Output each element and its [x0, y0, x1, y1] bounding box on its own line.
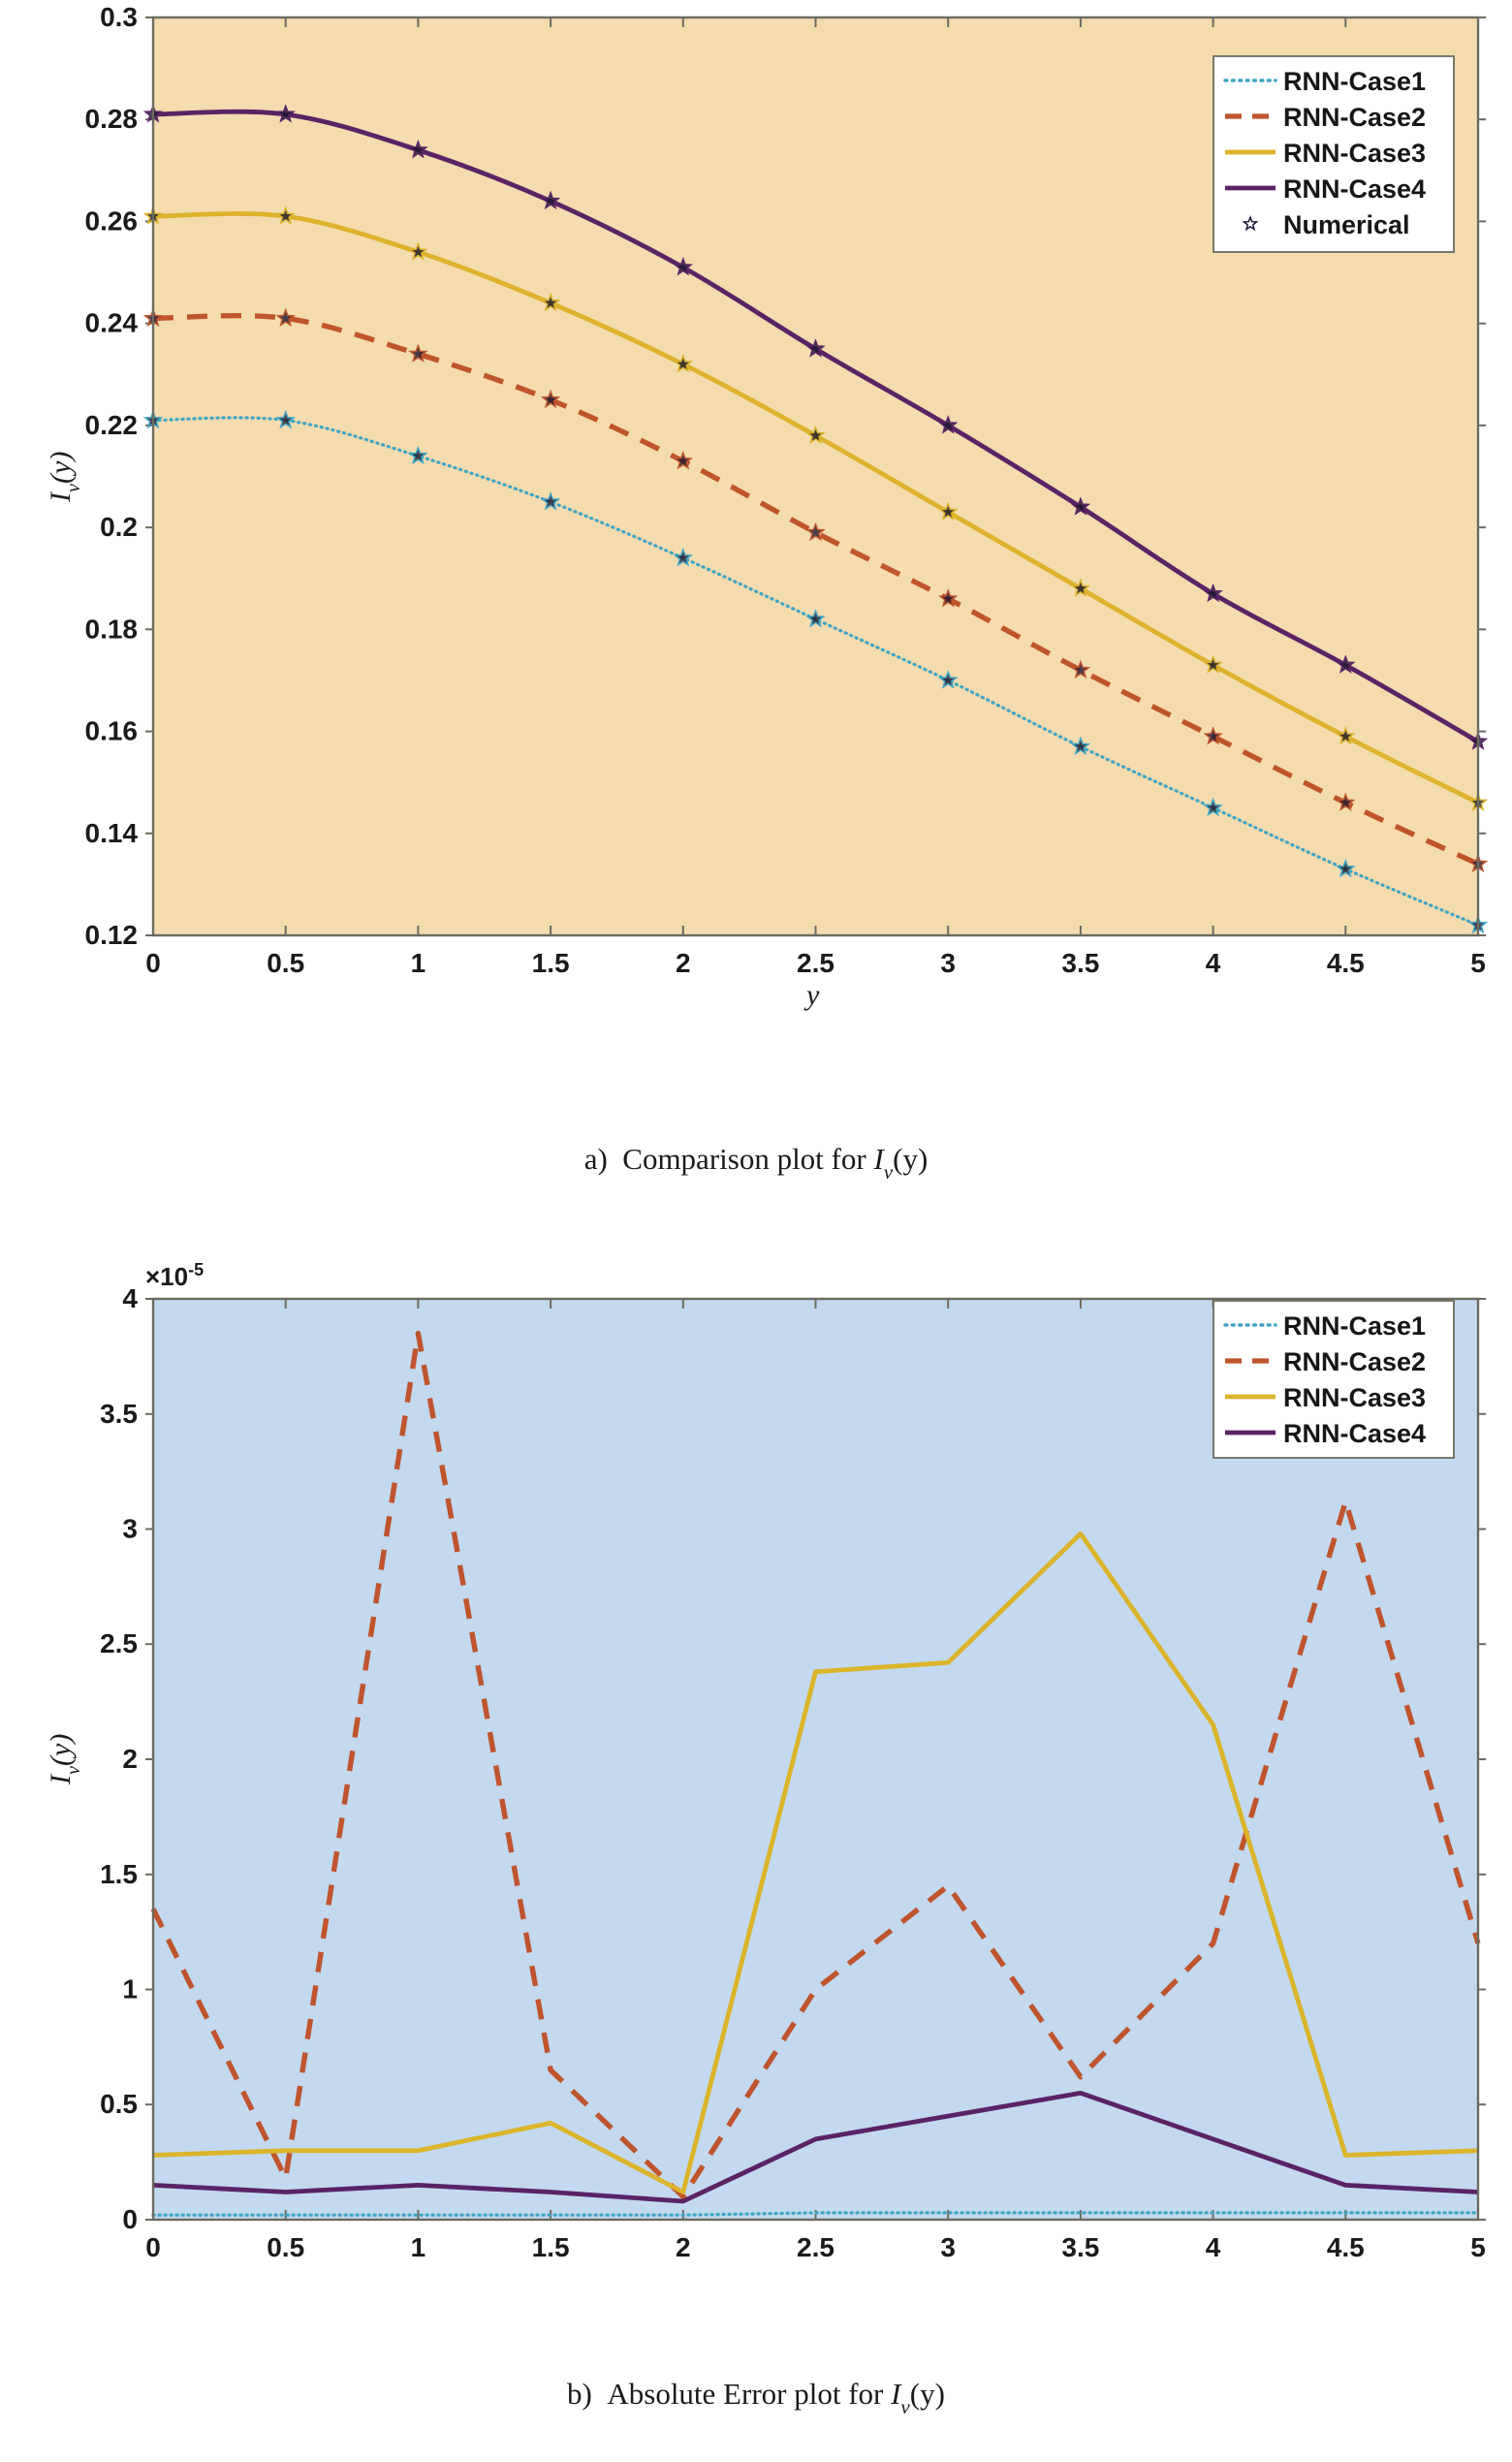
svg-text:0.5: 0.5 — [267, 2232, 304, 2262]
svg-text:0.22: 0.22 — [85, 410, 139, 440]
svg-text:RNN-Case4: RNN-Case4 — [1283, 174, 1426, 204]
svg-text:5: 5 — [1470, 948, 1486, 978]
svg-text:4.5: 4.5 — [1327, 2232, 1365, 2262]
svg-text:4: 4 — [1206, 948, 1221, 978]
svg-text:RNN-Case4: RNN-Case4 — [1283, 1419, 1426, 1448]
svg-text:2.5: 2.5 — [797, 948, 835, 978]
svg-text:3: 3 — [940, 2232, 956, 2262]
svg-text:RNN-Case1: RNN-Case1 — [1283, 67, 1426, 96]
svg-text:1: 1 — [411, 2232, 426, 2262]
svg-text:3.5: 3.5 — [100, 1399, 138, 1429]
svg-text:2: 2 — [122, 1744, 138, 1774]
svg-text:1.5: 1.5 — [532, 948, 570, 978]
svg-text:0.3: 0.3 — [100, 2, 138, 32]
svg-text:0.5: 0.5 — [100, 2089, 138, 2119]
svg-text:1.5: 1.5 — [100, 1859, 138, 1889]
svg-text:0.24: 0.24 — [85, 308, 139, 338]
svg-text:1: 1 — [122, 1974, 138, 2004]
svg-text:RNN-Case1: RNN-Case1 — [1283, 1311, 1426, 1341]
svg-text:×10-5: ×10-5 — [145, 1260, 204, 1291]
svg-text:0.18: 0.18 — [85, 614, 139, 644]
svg-text:0: 0 — [122, 2204, 138, 2234]
svg-text:0: 0 — [145, 2232, 161, 2262]
svg-text:0.2: 0.2 — [100, 512, 138, 542]
svg-text:2: 2 — [676, 2232, 691, 2262]
svg-text:3.5: 3.5 — [1061, 948, 1099, 978]
svg-text:3: 3 — [940, 948, 956, 978]
svg-text:0.5: 0.5 — [267, 948, 304, 978]
svg-text:1: 1 — [411, 948, 426, 978]
svg-text:0: 0 — [145, 948, 161, 978]
svg-text:2.5: 2.5 — [100, 1628, 138, 1658]
svg-text:3: 3 — [122, 1514, 138, 1544]
svg-text:RNN-Case3: RNN-Case3 — [1283, 1383, 1426, 1412]
svg-text:0.16: 0.16 — [85, 716, 139, 746]
svg-text:2.5: 2.5 — [797, 2232, 835, 2262]
svg-text:4.5: 4.5 — [1327, 948, 1365, 978]
svg-text:RNN-Case3: RNN-Case3 — [1283, 139, 1426, 168]
svg-text:4: 4 — [122, 1283, 138, 1313]
svg-text:RNN-Case2: RNN-Case2 — [1283, 103, 1426, 132]
svg-text:4: 4 — [1206, 2232, 1221, 2262]
svg-text:0.28: 0.28 — [85, 104, 139, 134]
svg-text:5: 5 — [1470, 2232, 1486, 2262]
svg-text:1.5: 1.5 — [532, 2232, 570, 2262]
svg-text:0.26: 0.26 — [85, 205, 139, 236]
svg-text:RNN-Case2: RNN-Case2 — [1283, 1347, 1426, 1376]
svg-text:Numerical: Numerical — [1283, 210, 1410, 239]
svg-text:0.14: 0.14 — [85, 818, 139, 848]
svg-text:2: 2 — [676, 948, 691, 978]
svg-text:3.5: 3.5 — [1061, 2232, 1099, 2262]
svg-text:0.12: 0.12 — [85, 920, 139, 950]
